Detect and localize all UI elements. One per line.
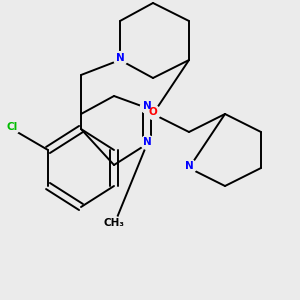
Text: Cl: Cl <box>6 122 18 132</box>
Text: N: N <box>116 52 124 63</box>
Text: O: O <box>148 106 158 117</box>
Text: N: N <box>142 100 152 111</box>
Text: N: N <box>142 136 152 147</box>
Text: N: N <box>184 160 194 171</box>
Text: CH₃: CH₃ <box>103 218 124 228</box>
